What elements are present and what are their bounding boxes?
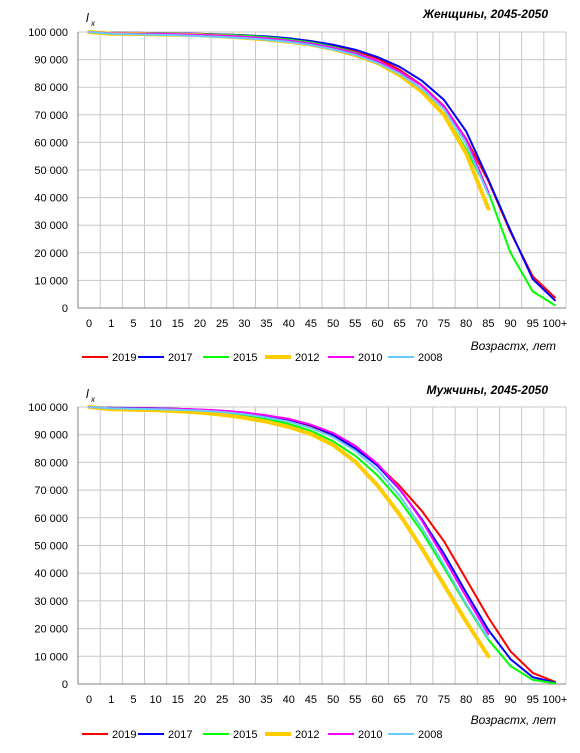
chart-1-xtick-label: 5 xyxy=(130,694,136,706)
chart-0-xtick-label: 55 xyxy=(349,318,361,330)
chart-1-ytick-label: 0 xyxy=(62,679,68,691)
chart-0-xtick-label: 1 xyxy=(108,318,114,330)
chart-0-xtick-label: 0 xyxy=(86,318,92,330)
chart-0-xtick-label: 100+ xyxy=(543,318,568,330)
chart-1-ytick-label: 60 000 xyxy=(34,513,68,525)
chart-0-xlabel: Возрастх, лет xyxy=(471,339,556,353)
chart-0-xtick-label: 35 xyxy=(260,318,272,330)
chart-0-xtick-label: 75 xyxy=(438,318,450,330)
chart-1-ylabel-sub: x xyxy=(90,395,96,404)
chart-1-ytick-label: 10 000 xyxy=(34,651,68,663)
chart-1-series-line-2008 xyxy=(88,406,490,640)
chart-0-ytick-label: 0 xyxy=(62,303,68,315)
chart-1-ytick-label: 80 000 xyxy=(34,457,68,469)
chart-0-legend-label: 2017 xyxy=(168,352,192,364)
chart-0-xtick-label: 30 xyxy=(238,318,250,330)
chart-0-ytick-label: 90 000 xyxy=(34,55,68,67)
chart-1-title: Мужчины, 2045-2050 xyxy=(426,383,548,397)
chart-0-ytick-label: 10 000 xyxy=(34,275,68,287)
chart-0-xtick-label: 15 xyxy=(172,318,184,330)
chart-0-ytick-label: 80 000 xyxy=(34,82,68,94)
chart-1-xtick-label: 65 xyxy=(394,694,406,706)
chart-1-xtick-label: 40 xyxy=(283,694,295,706)
chart-0-series-line-2008 xyxy=(88,31,490,196)
chart-0-xtick-label: 80 xyxy=(460,318,472,330)
chart-1-xtick-label: 1 xyxy=(108,694,114,706)
chart-1-xtick-label: 90 xyxy=(504,694,516,706)
chart-0-xtick-label: 70 xyxy=(416,318,428,330)
chart-0-xtick-label: 90 xyxy=(504,318,516,330)
chart-1-ytick-label: 40 000 xyxy=(34,568,68,580)
chart-0-series-line-2010 xyxy=(88,31,490,194)
chart-1-xtick-label: 30 xyxy=(238,694,250,706)
chart-1-ytick-label: 90 000 xyxy=(34,430,68,442)
chart-0-ytick-label: 100 000 xyxy=(28,27,68,39)
chart-0-ytick-label: 30 000 xyxy=(34,220,68,232)
chart-0-ytick-label: 50 000 xyxy=(34,165,68,177)
chart-1-xtick-label: 55 xyxy=(349,694,361,706)
chart-1-ylabel: l xyxy=(86,387,89,401)
chart-0-xtick-label: 60 xyxy=(371,318,383,330)
chart-1-xtick-label: 70 xyxy=(416,694,428,706)
chart-1-xtick-label: 75 xyxy=(438,694,450,706)
chart-0-ytick-label: 40 000 xyxy=(34,193,68,205)
chart-1-xtick-label: 20 xyxy=(194,694,206,706)
chart-0-title: Женщины, 2045-2050 xyxy=(422,7,548,21)
chart-1-xlabel: Возрастх, лет xyxy=(471,713,556,727)
chart-0-ylabel: l xyxy=(86,11,89,25)
chart-1-ytick-label: 100 000 xyxy=(28,402,68,414)
chart-0-xtick-label: 5 xyxy=(130,318,136,330)
chart-1-series-line-2012 xyxy=(87,405,491,659)
chart-1-xtick-label: 80 xyxy=(460,694,472,706)
chart-0-xtick-label: 45 xyxy=(305,318,317,330)
chart-0-series-line-2012 xyxy=(87,30,491,211)
chart-1-xtick-label: 35 xyxy=(260,694,272,706)
chart-0-xtick-label: 40 xyxy=(283,318,295,330)
chart-0-ytick-label: 20 000 xyxy=(34,248,68,260)
chart-1-xtick-label: 10 xyxy=(150,694,162,706)
chart-0-xtick-label: 65 xyxy=(394,318,406,330)
chart-0-legend-label: 2019 xyxy=(112,352,136,364)
chart-1-legend-label: 2012 xyxy=(295,729,319,741)
chart-0-xtick-label: 10 xyxy=(150,318,162,330)
chart-0-xtick-label: 50 xyxy=(327,318,339,330)
chart-1-ytick-label: 70 000 xyxy=(34,485,68,497)
chart-1-xtick-label: 95 xyxy=(527,694,539,706)
chart-1-xtick-label: 45 xyxy=(305,694,317,706)
chart-1-xtick-label: 85 xyxy=(482,694,494,706)
chart-0-xtick-label: 85 xyxy=(482,318,494,330)
chart-1-ytick-label: 50 000 xyxy=(34,541,68,553)
chart-0-xtick-label: 20 xyxy=(194,318,206,330)
chart-1-xtick-label: 0 xyxy=(86,694,92,706)
chart-1-xtick-label: 60 xyxy=(371,694,383,706)
chart-1-xtick-label: 100+ xyxy=(543,694,568,706)
chart-0-ytick-label: 70 000 xyxy=(34,110,68,122)
chart-1-xtick-label: 15 xyxy=(172,694,184,706)
chart-0-legend-label: 2010 xyxy=(358,352,382,364)
chart-0-ylabel-sub: x xyxy=(90,19,96,28)
chart-1-legend-label: 2017 xyxy=(168,729,192,741)
chart-1-legend-label: 2008 xyxy=(418,729,442,741)
chart-0-xtick-label: 95 xyxy=(527,318,539,330)
chart-0-legend-label: 2015 xyxy=(233,352,257,364)
chart-1-legend-label: 2015 xyxy=(233,729,257,741)
chart-0-legend-label: 2008 xyxy=(418,352,442,364)
chart-0-ytick-label: 60 000 xyxy=(34,137,68,149)
chart-1-xtick-label: 25 xyxy=(216,694,228,706)
chart-0-xtick-label: 25 xyxy=(216,318,228,330)
chart-1-ytick-label: 30 000 xyxy=(34,596,68,608)
chart-1-ytick-label: 20 000 xyxy=(34,624,68,636)
chart-0-legend-label: 2012 xyxy=(295,352,319,364)
chart-1-legend-label: 2019 xyxy=(112,729,136,741)
chart-1-xtick-label: 50 xyxy=(327,694,339,706)
chart-1-legend-label: 2010 xyxy=(358,729,382,741)
